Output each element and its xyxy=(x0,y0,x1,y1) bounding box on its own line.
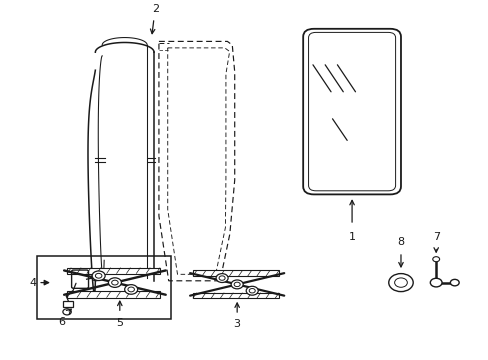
Bar xyxy=(192,293,279,298)
Text: 3: 3 xyxy=(233,319,240,329)
Text: 6: 6 xyxy=(59,317,65,327)
Text: 5: 5 xyxy=(116,318,123,328)
Bar xyxy=(192,270,279,276)
Bar xyxy=(67,292,160,298)
Circle shape xyxy=(388,274,412,292)
Circle shape xyxy=(429,278,441,287)
Bar xyxy=(67,267,160,274)
Text: 8: 8 xyxy=(397,237,404,247)
Text: 7: 7 xyxy=(432,232,439,242)
Circle shape xyxy=(449,279,458,286)
Bar xyxy=(37,256,171,319)
Text: 2: 2 xyxy=(152,4,159,14)
Circle shape xyxy=(245,286,258,295)
Text: 4: 4 xyxy=(29,278,36,288)
Circle shape xyxy=(231,280,243,289)
Text: 1: 1 xyxy=(348,232,355,242)
Circle shape xyxy=(124,285,138,294)
Circle shape xyxy=(216,274,228,283)
Circle shape xyxy=(108,278,121,287)
Bar xyxy=(63,301,73,307)
Circle shape xyxy=(432,257,439,262)
Circle shape xyxy=(92,271,105,280)
